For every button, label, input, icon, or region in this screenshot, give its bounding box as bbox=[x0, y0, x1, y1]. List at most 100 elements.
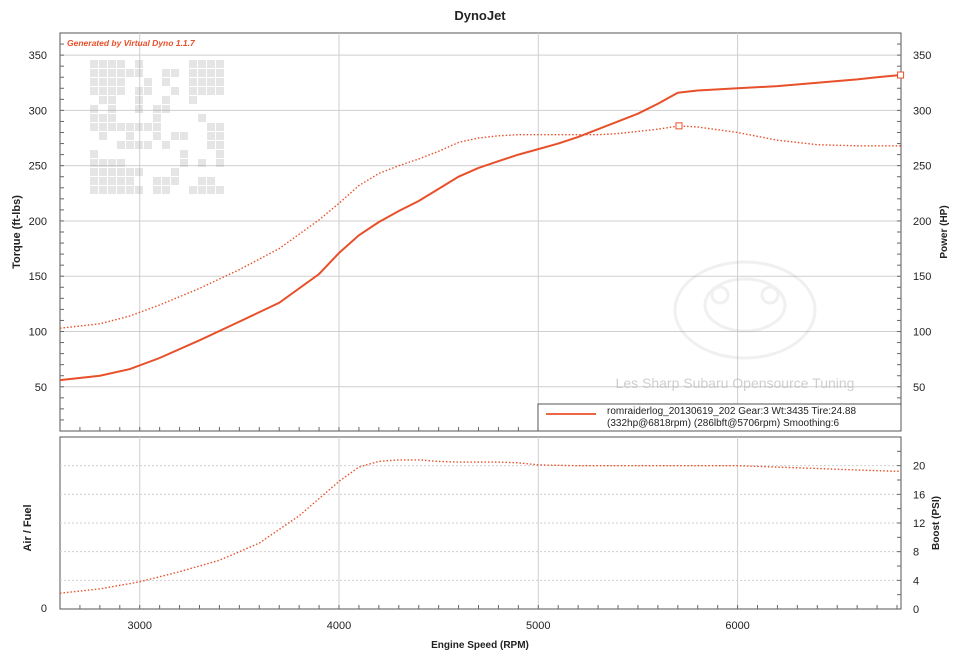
qr-cell bbox=[135, 141, 143, 149]
qr-watermark-icon bbox=[90, 60, 224, 194]
qr-cell bbox=[108, 96, 116, 104]
qr-cell bbox=[135, 60, 143, 68]
qr-cell bbox=[198, 186, 206, 194]
airfuel-grid bbox=[60, 437, 901, 609]
torque-tick-label: 350 bbox=[29, 50, 47, 62]
qr-cell bbox=[117, 168, 125, 176]
qr-cell bbox=[117, 123, 125, 131]
qr-cell bbox=[180, 159, 188, 167]
qr-cell bbox=[90, 159, 98, 167]
qr-cell bbox=[216, 150, 224, 158]
qr-cell bbox=[153, 114, 161, 122]
qr-cell bbox=[180, 132, 188, 140]
qr-cell bbox=[189, 87, 197, 95]
qr-cell bbox=[153, 123, 161, 131]
qr-cell bbox=[135, 96, 143, 104]
torque-dotted-line bbox=[59, 125, 901, 329]
boost-tick-label: 8 bbox=[913, 547, 919, 559]
qr-cell bbox=[126, 69, 134, 77]
qr-cell bbox=[126, 141, 134, 149]
qr-cell bbox=[135, 168, 143, 176]
qr-cell bbox=[153, 105, 161, 113]
boost-tick-label: 20 bbox=[913, 461, 925, 473]
torque-grid bbox=[60, 33, 901, 431]
qr-cell bbox=[126, 123, 134, 131]
qr-cell bbox=[144, 141, 152, 149]
y-axis-label-power: Power (HP) bbox=[939, 205, 950, 258]
qr-cell bbox=[171, 177, 179, 185]
qr-cell bbox=[207, 177, 215, 185]
qr-cell bbox=[162, 186, 170, 194]
qr-cell bbox=[99, 96, 107, 104]
qr-cell bbox=[135, 87, 143, 95]
power-tick-label: 250 bbox=[913, 161, 931, 173]
watermark-text: Les Sharp Subaru Opensource Tuning bbox=[616, 375, 855, 391]
qr-cell bbox=[171, 132, 179, 140]
boost-tick-label: 12 bbox=[913, 518, 925, 530]
qr-cell bbox=[162, 177, 170, 185]
qr-cell bbox=[198, 78, 206, 86]
qr-cell bbox=[117, 159, 125, 167]
airfuel-zero-tick: 0 bbox=[41, 603, 47, 615]
qr-cell bbox=[180, 150, 188, 158]
qr-cell bbox=[99, 69, 107, 77]
qr-cell bbox=[108, 105, 116, 113]
qr-cell bbox=[108, 159, 116, 167]
subaru-watermark-icon bbox=[673, 260, 817, 360]
power-tick-label: 100 bbox=[913, 327, 931, 339]
qr-cell bbox=[108, 186, 116, 194]
qr-cell bbox=[207, 78, 215, 86]
qr-cell bbox=[207, 132, 215, 140]
x-axis-label: Engine Speed (RPM) bbox=[431, 640, 529, 651]
qr-cell bbox=[162, 69, 170, 77]
qr-cell bbox=[207, 60, 215, 68]
rpm-tick-label: 5000 bbox=[526, 620, 550, 632]
qr-cell bbox=[189, 78, 197, 86]
qr-cell bbox=[99, 123, 107, 131]
qr-cell bbox=[216, 132, 224, 140]
qr-cell bbox=[90, 78, 98, 86]
qr-cell bbox=[108, 69, 116, 77]
legend: romraiderlog_20130619_202 Gear:3 Wt:3435… bbox=[537, 403, 902, 432]
qr-cell bbox=[162, 105, 170, 113]
power-tick-label: 350 bbox=[913, 50, 931, 62]
rpm-tick-label: 4000 bbox=[327, 620, 351, 632]
torque-tick-label: 250 bbox=[29, 161, 47, 173]
power-tick-label: 200 bbox=[913, 216, 931, 228]
qr-cell bbox=[198, 177, 206, 185]
qr-cell bbox=[216, 78, 224, 86]
qr-cell bbox=[126, 132, 134, 140]
qr-cell bbox=[126, 168, 134, 176]
qr-cell bbox=[153, 177, 161, 185]
qr-cell bbox=[117, 60, 125, 68]
qr-cell bbox=[162, 78, 170, 86]
qr-cell bbox=[189, 60, 197, 68]
power-ticks: 50 100 150 200 250 300 350 bbox=[913, 50, 931, 394]
qr-cell bbox=[126, 186, 134, 194]
qr-cell bbox=[90, 114, 98, 122]
qr-cell bbox=[216, 87, 224, 95]
qr-cell bbox=[108, 123, 116, 131]
qr-cell bbox=[207, 87, 215, 95]
boost-tick-label: 0 bbox=[913, 604, 919, 616]
qr-cell bbox=[126, 177, 134, 185]
rpm-ticks: 3000 4000 5000 6000 bbox=[127, 620, 749, 632]
qr-cell bbox=[162, 96, 170, 104]
qr-cell bbox=[207, 186, 215, 194]
qr-cell bbox=[108, 114, 116, 122]
qr-cell bbox=[90, 87, 98, 95]
qr-cell bbox=[135, 186, 143, 194]
power-tick-label: 300 bbox=[913, 105, 931, 117]
rpm-tick-label: 3000 bbox=[127, 620, 151, 632]
qr-cell bbox=[90, 177, 98, 185]
qr-cell bbox=[117, 186, 125, 194]
power-tick-label: 50 bbox=[913, 382, 925, 394]
qr-cell bbox=[117, 69, 125, 77]
generated-by-label: Generated by Virtual Dyno 1.1.7 bbox=[67, 38, 196, 48]
qr-cell bbox=[99, 60, 107, 68]
qr-cell bbox=[216, 69, 224, 77]
legend-line-1: romraiderlog_20130619_202 Gear:3 Wt:3435… bbox=[607, 406, 856, 417]
boost-tick-label: 16 bbox=[913, 489, 925, 501]
qr-cell bbox=[117, 78, 125, 86]
